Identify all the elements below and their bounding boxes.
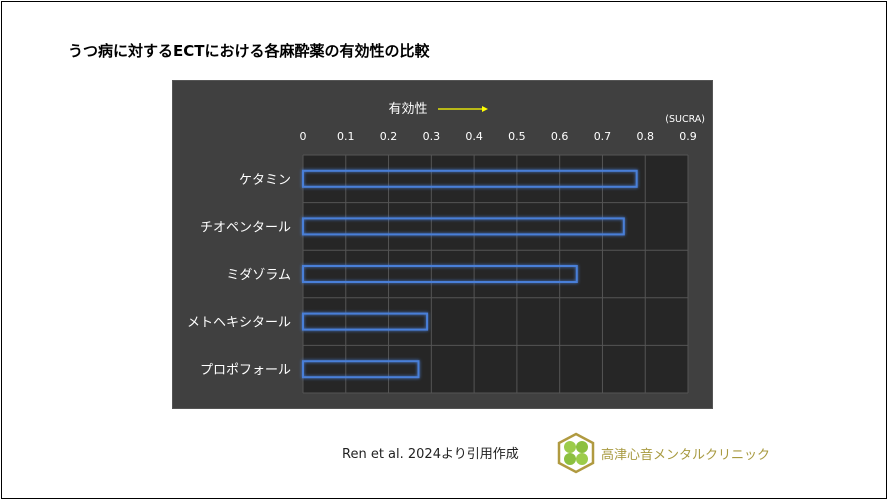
bar	[302, 217, 625, 236]
slide-title: うつ病に対するECTにおける各麻酔薬の有効性の比較	[68, 42, 430, 60]
bar	[302, 169, 638, 188]
x-tick-label: 0.7	[594, 130, 612, 143]
category-label: ミダゾラム	[226, 268, 291, 283]
x-tick-label: 0.5	[508, 130, 526, 143]
bar	[302, 312, 429, 331]
arrow-head-icon	[482, 106, 488, 112]
bar	[302, 360, 420, 379]
unit-label: (SUCRA)	[665, 114, 705, 125]
x-tick-label: 0	[300, 130, 307, 143]
category-label: プロポフォール	[200, 363, 291, 378]
x-tick-label: 0.4	[465, 130, 483, 143]
category-label: チオペンタール	[200, 220, 291, 235]
clinic-logo	[557, 432, 595, 474]
clinic-name: 高津心音メンタルクリニック	[601, 448, 771, 463]
category-label: メトヘキシタール	[187, 316, 291, 331]
citation: Ren et al. 2024より引用作成	[342, 447, 519, 462]
x-tick-label: 0.8	[636, 130, 654, 143]
x-tick-label: 0.6	[551, 130, 569, 143]
x-tick-label: 0.2	[380, 130, 398, 143]
category-label: ケタミン	[239, 173, 291, 188]
x-tick-label: 0.1	[337, 130, 355, 143]
x-tick-label: 0.3	[423, 130, 441, 143]
x-axis-label: 有効性	[388, 102, 427, 117]
plot-area	[303, 155, 688, 393]
x-tick-label: 0.9	[679, 130, 697, 143]
bar	[302, 265, 578, 283]
